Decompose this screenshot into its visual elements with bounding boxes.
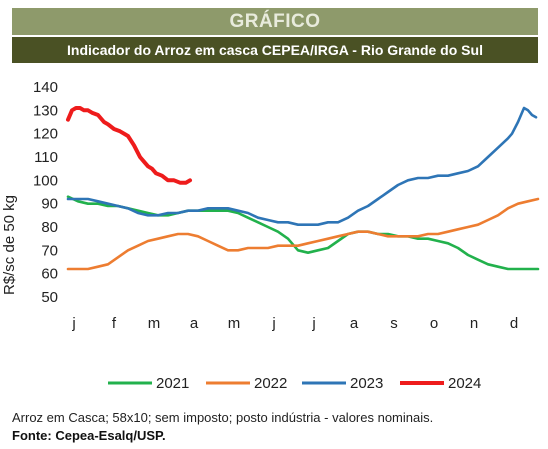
- x-tick-label: f: [112, 315, 117, 332]
- x-tick-label: a: [350, 315, 359, 332]
- y-tick-label: 130: [33, 102, 58, 119]
- y-tick-label: 110: [34, 149, 58, 166]
- series-line-2023: [66, 106, 538, 226]
- y-tick-label: 60: [41, 266, 58, 283]
- x-tick-label: m: [228, 315, 241, 332]
- y-tick-label: 90: [41, 196, 58, 213]
- y-tick-label: 80: [41, 219, 58, 236]
- y-tick-label: 120: [33, 126, 58, 143]
- x-tick-label: j: [311, 315, 315, 332]
- chart-title: Indicador do Arroz em casca CEPEA/IRGA -…: [12, 37, 538, 63]
- x-tick-label: n: [470, 315, 478, 332]
- legend-label-2022: 2022: [254, 375, 287, 392]
- series-line-2021: [66, 195, 540, 271]
- footer-note: Arroz em Casca; 58x10; sem imposto; post…: [12, 410, 434, 425]
- x-tick-label: j: [71, 315, 75, 332]
- legend: 2021 2022 2023 2024: [108, 375, 481, 392]
- x-tick-label: a: [190, 315, 199, 332]
- footer-source: Fonte: Cepea-Esalq/USP.: [12, 428, 166, 443]
- x-tick-label: o: [430, 315, 438, 332]
- chart-area: R$/sc de 50 kg 50 60 70 80 90 100 110 120 130 140…: [0, 63, 548, 403]
- y-tick-label: 70: [41, 242, 58, 259]
- y-tick-label: 100: [33, 172, 58, 189]
- legend-label-2023: 2023: [350, 375, 383, 392]
- banner-title: GRÁFICO: [12, 8, 538, 35]
- series-line-2022: [66, 197, 540, 271]
- legend-label-2021: 2021: [156, 375, 189, 392]
- y-tick-label: 50: [41, 289, 58, 306]
- y-tick-label: 140: [33, 79, 58, 96]
- series-lines: [66, 106, 540, 271]
- x-tick-label: j: [271, 315, 275, 332]
- line-chart: R$/sc de 50 kg 50 60 70 80 90 100 110 120 130 140…: [1, 79, 540, 392]
- y-axis-ticks: 50 60 70 80 90 100 110 120 130 140: [33, 79, 58, 306]
- x-tick-label: m: [148, 315, 161, 332]
- x-tick-label: s: [390, 315, 398, 332]
- series-line-2024: [66, 106, 192, 185]
- x-tick-label: d: [510, 315, 518, 332]
- legend-label-2024: 2024: [448, 375, 481, 392]
- y-axis-label: R$/sc de 50 kg: [1, 195, 18, 295]
